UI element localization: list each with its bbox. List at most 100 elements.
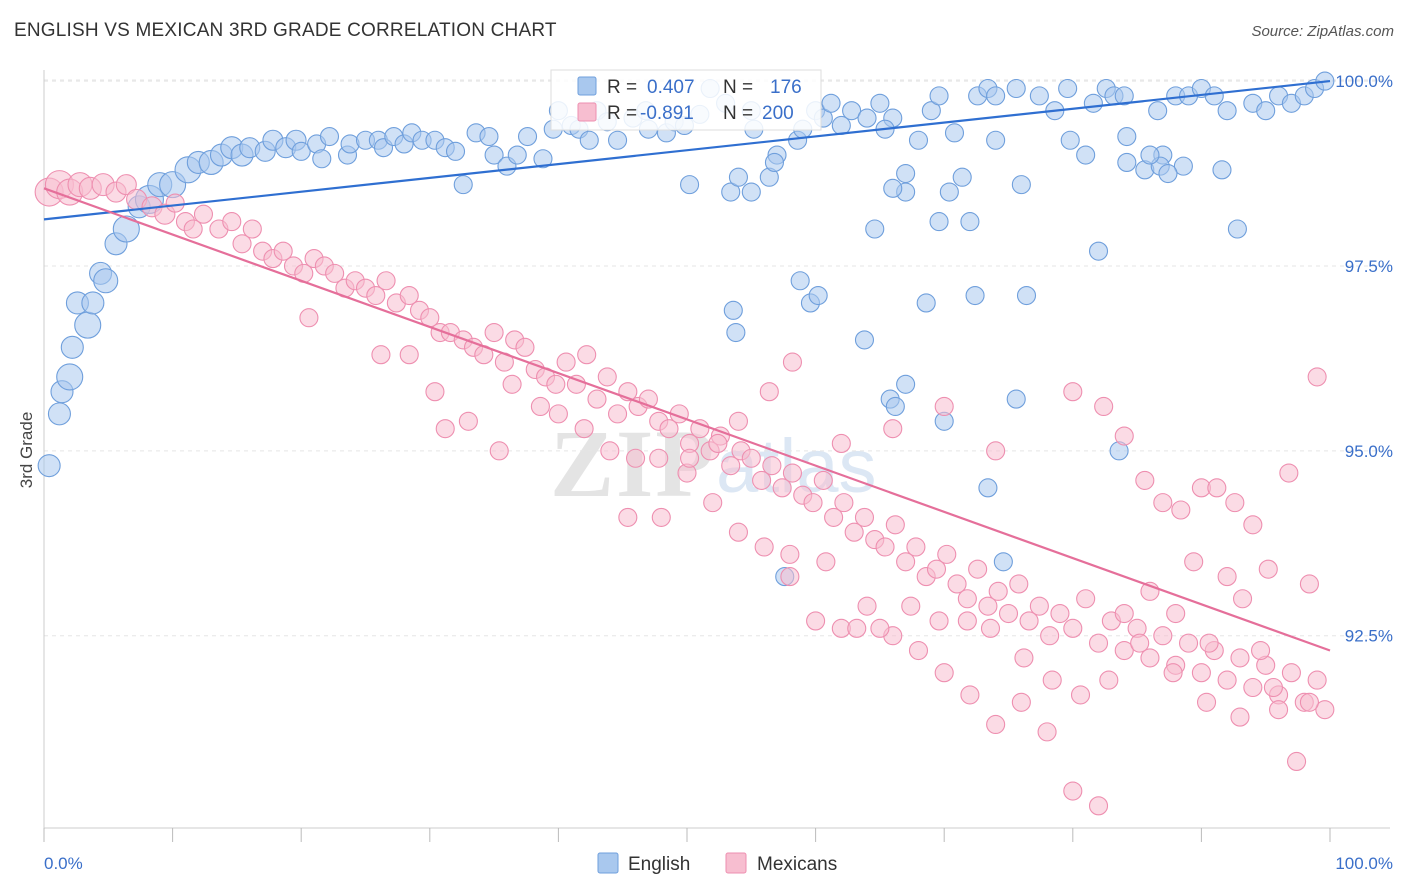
english-point [517,127,538,147]
mexican-point [1251,640,1271,661]
legend-mexican-n-value: 200 [762,103,794,124]
mexican-point [1140,648,1160,668]
mexican-point [947,574,967,594]
english-point [47,402,71,426]
mexican-point [1243,677,1263,698]
y-tick-label: 97.5% [1345,257,1393,276]
english-point [319,127,340,147]
english-point [1227,219,1247,239]
mexican-point [870,618,890,638]
mexican-point [772,478,792,498]
mexican-point [1178,633,1199,653]
mexican-point [1166,603,1186,624]
y-tick-label: 95.0% [1345,442,1393,461]
english-point [944,123,965,143]
mexican-point [937,544,957,564]
english-point [960,212,980,232]
mexican-point [366,286,386,306]
mexican-point [780,567,800,587]
x-tick-label-min: 0.0% [44,854,83,873]
mexican-point [1191,663,1211,683]
legend-mexican-r-label: R = [607,103,637,124]
mexican-point [222,212,242,232]
english-point [1088,241,1109,261]
mexican-point [1114,603,1134,624]
legend-english-n-value: 176 [770,77,802,98]
english-point [986,86,1006,106]
mexican-point [1279,463,1299,483]
mexican-point [1163,663,1183,683]
source-label: Source: ZipAtlas.com [1251,23,1394,40]
english-point [60,335,84,359]
english-point [1148,101,1168,121]
mexican-point [1070,685,1091,705]
english-point [1006,78,1026,99]
mexican-point [680,448,700,468]
mexican-points [34,170,1335,816]
y-tick-label: 92.5% [1345,627,1393,646]
english-point [921,101,941,121]
mexican-point [1094,396,1114,417]
mexican-point [741,448,761,468]
english-point [1114,86,1134,106]
mexican-point [1153,626,1173,646]
english-point [986,130,1006,150]
mexican-point [762,456,782,476]
mexican-point [1225,493,1245,513]
mexican-point [908,640,929,661]
mexican-point [1269,700,1289,720]
english-point [883,178,903,198]
mexican-point [957,611,977,631]
legend-mexican-n-label: N = [723,103,753,124]
mexican-point [759,382,779,402]
mexican-point [728,411,748,431]
mexican-point [325,263,345,283]
mexican-point [816,552,836,572]
english-point [507,145,527,165]
mexican-point [728,522,748,542]
english-point [854,330,875,350]
english-point [857,108,877,128]
mexican-point [1315,700,1335,720]
mexican-point [1050,603,1070,624]
english-point [93,268,119,294]
mexican-point [1299,692,1319,712]
english-point [993,552,1013,572]
trend-lines [43,79,1331,652]
mexican-point [1171,500,1191,520]
mexican-point [834,493,854,513]
mexican-point [986,441,1006,461]
mexican-point [1217,567,1237,587]
mexican-point [1063,618,1083,638]
english-point [870,93,890,113]
mexican-point [587,389,607,409]
english-point [1058,78,1078,99]
mexican-point [934,663,954,683]
y-tick-label: 100.0% [1335,72,1393,91]
mexican-point [574,419,594,439]
mexican-point [906,537,926,557]
english-point [81,291,105,315]
english-point [680,175,700,195]
english-point [1256,101,1276,121]
mexican-point [618,507,638,527]
mexican-point [1217,670,1237,690]
mexican-point [968,559,988,579]
mexican-point [649,448,669,468]
mexican-point [435,419,455,439]
mexican-point [548,404,568,424]
mexican-point [752,470,772,490]
english-trend-line [43,79,1331,221]
english-point [579,130,599,150]
watermark: ZIP atlas [550,410,877,517]
mexican-point [556,352,576,372]
english-point [1204,86,1224,106]
mexican-point [1243,515,1263,535]
english-point [291,141,311,161]
legend-stats: R = 0.407 N = 176 R = -0.891 N = 200 [550,69,822,131]
mexican-point [978,596,998,616]
mexican-point [608,404,628,424]
mexican-point [988,581,1008,601]
english-point [1158,163,1178,184]
